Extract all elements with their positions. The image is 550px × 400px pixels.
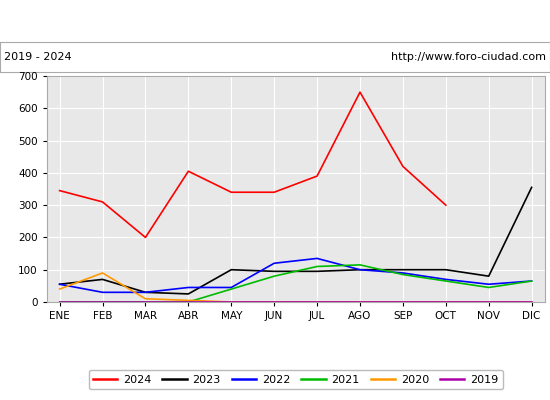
Text: http://www.foro-ciudad.com: http://www.foro-ciudad.com	[390, 52, 546, 62]
Text: 2019 - 2024: 2019 - 2024	[4, 52, 72, 62]
Legend: 2024, 2023, 2022, 2021, 2020, 2019: 2024, 2023, 2022, 2021, 2020, 2019	[89, 370, 503, 389]
Text: Evolucion Nº Turistas Nacionales en el municipio de Monterrubio: Evolucion Nº Turistas Nacionales en el m…	[32, 14, 518, 28]
